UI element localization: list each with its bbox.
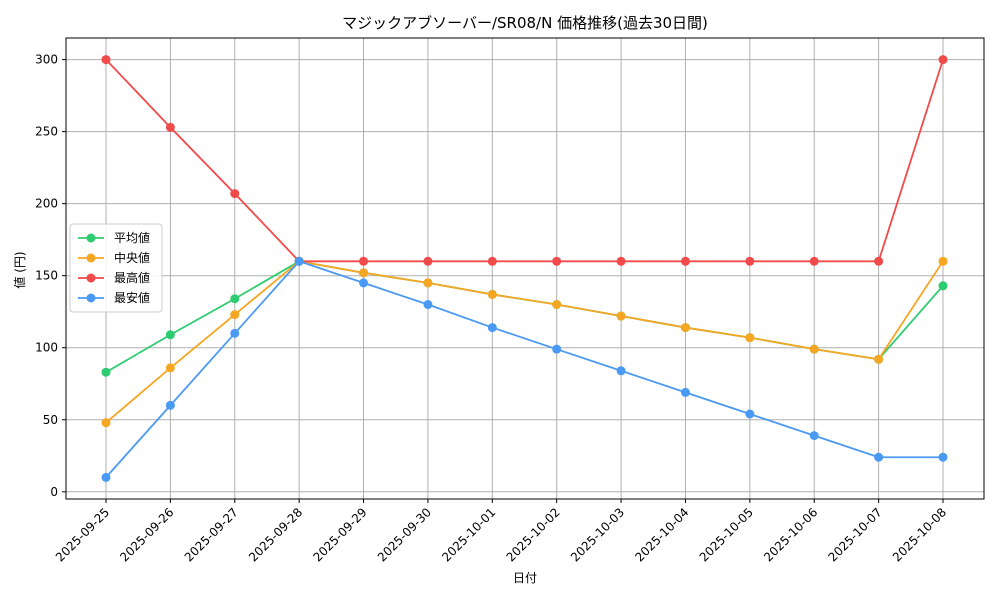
- data-point: [230, 328, 240, 338]
- y-axis-title: 値 (円): [12, 251, 27, 288]
- legend-marker: [86, 233, 96, 243]
- data-point: [101, 472, 111, 482]
- x-tick-label: 2025-10-05: [697, 505, 756, 564]
- data-point: [680, 323, 690, 333]
- data-point: [616, 256, 626, 266]
- chart-title: マジックアブソーバー/SR08/N 価格推移(過去30日間): [342, 14, 708, 32]
- data-point: [165, 122, 175, 132]
- data-point: [938, 55, 948, 65]
- data-point: [487, 289, 497, 299]
- data-point: [809, 344, 819, 354]
- data-point: [165, 363, 175, 373]
- plot-frame: [65, 37, 985, 500]
- data-point: [101, 418, 111, 428]
- data-point: [552, 300, 562, 310]
- x-tick-label: 2025-10-06: [761, 505, 820, 564]
- data-point: [874, 354, 884, 364]
- legend-label: 最高値: [114, 270, 150, 285]
- y-tick-label: 150: [35, 269, 58, 283]
- data-point: [552, 344, 562, 354]
- data-point: [809, 431, 819, 441]
- data-point: [874, 256, 884, 266]
- data-point: [359, 256, 369, 266]
- data-point: [745, 333, 755, 343]
- data-point: [423, 278, 433, 288]
- data-point: [680, 256, 690, 266]
- y-tick-label: 0: [50, 485, 58, 499]
- data-point: [423, 300, 433, 310]
- data-point: [616, 311, 626, 321]
- data-point: [230, 294, 240, 304]
- x-tick-label: 2025-10-02: [504, 505, 563, 564]
- y-tick-label: 200: [35, 197, 58, 211]
- x-tick-label: 2025-10-03: [568, 505, 627, 564]
- data-point: [745, 256, 755, 266]
- y-axis: 0 50 100 150 200 250 300: [35, 53, 66, 499]
- data-point: [230, 189, 240, 199]
- data-point: [359, 278, 369, 288]
- x-tick-label: 2025-10-01: [439, 505, 498, 564]
- x-axis-title: 日付: [513, 571, 537, 585]
- data-point: [101, 55, 111, 65]
- x-tick-label: 2025-10-04: [632, 505, 691, 564]
- data-point: [487, 256, 497, 266]
- data-point: [938, 281, 948, 291]
- x-tick-label: 2025-10-08: [890, 505, 949, 564]
- x-tick-label: 2025-10-07: [826, 505, 885, 564]
- x-tick-label: 2025-09-30: [375, 505, 434, 564]
- y-tick-label: 300: [35, 53, 58, 67]
- data-point: [938, 452, 948, 462]
- data-point: [230, 310, 240, 320]
- series-line: [105, 58, 944, 263]
- data-point: [809, 256, 819, 266]
- legend-marker: [86, 293, 96, 303]
- x-tick-label: 2025-09-28: [246, 505, 305, 564]
- data-point: [165, 400, 175, 410]
- grid: [66, 38, 984, 499]
- x-tick-label: 2025-09-25: [53, 505, 112, 564]
- y-tick-label: 50: [43, 413, 58, 427]
- legend-label: 最安値: [114, 290, 150, 305]
- data-point: [359, 268, 369, 278]
- legend-box: [69, 223, 163, 313]
- data-point: [680, 387, 690, 397]
- series-line: [105, 260, 944, 424]
- data-point: [487, 323, 497, 333]
- data-point: [552, 256, 562, 266]
- data-point: [616, 366, 626, 376]
- x-tick-label: 2025-09-29: [310, 505, 369, 564]
- x-tick-label: 2025-09-26: [117, 505, 176, 564]
- legend-label: 平均値: [114, 230, 150, 245]
- data-point: [101, 367, 111, 377]
- data-point: [938, 256, 948, 266]
- x-axis: 2025-09-25 2025-09-26 2025-09-27 2025-09-28…: [53, 499, 949, 564]
- data-point: [745, 409, 755, 419]
- data-point: [294, 256, 304, 266]
- legend-marker: [86, 273, 96, 283]
- data-point: [423, 256, 433, 266]
- y-tick-label: 100: [35, 341, 58, 355]
- data-point: [165, 330, 175, 340]
- legend-marker: [86, 253, 96, 263]
- x-tick-label: 2025-09-27: [182, 505, 241, 564]
- y-tick-label: 250: [35, 125, 58, 139]
- legend-label: 中央値: [114, 250, 150, 265]
- data-point: [874, 452, 884, 462]
- series-group: [101, 55, 948, 482]
- series-line: [105, 260, 943, 478]
